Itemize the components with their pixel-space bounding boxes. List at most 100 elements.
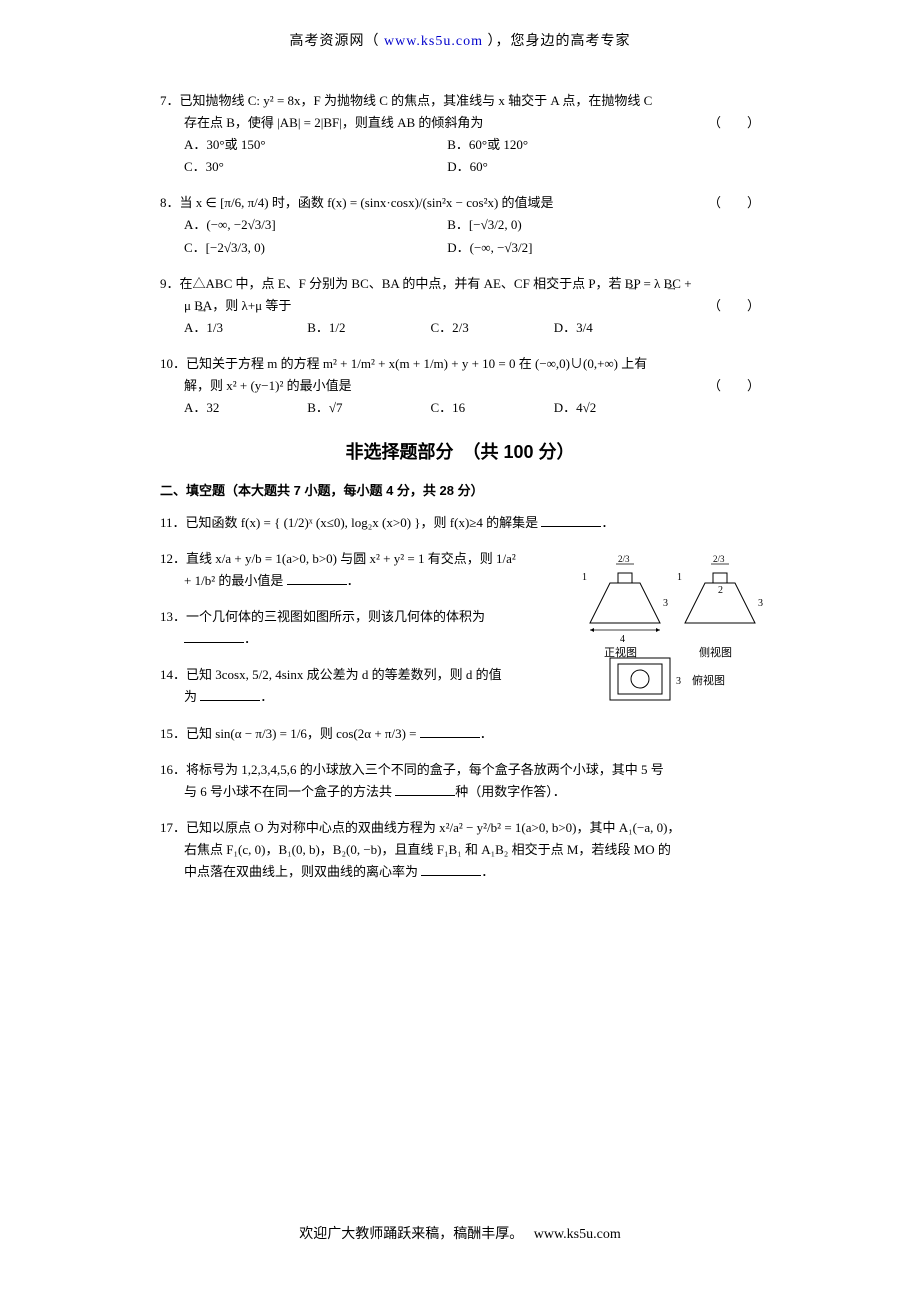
q12-line1: 直线 x/a + y/b = 1(a>0, b>0) 与圆 x² + y² = … bbox=[186, 551, 516, 566]
option-a: A．30°或 150° bbox=[184, 134, 444, 156]
qnum: 12． bbox=[160, 551, 186, 566]
option-a: A．1/3 bbox=[184, 317, 304, 339]
option-d: D．3/4 bbox=[554, 317, 674, 339]
three-view-diagram: 2/3 1 3 4 正视图 2/3 bbox=[580, 548, 770, 708]
header-pre: 高考资源网（ bbox=[290, 34, 380, 49]
option-b: B．√7 bbox=[307, 397, 427, 419]
dim-top-r: 2/3 bbox=[713, 554, 725, 564]
suffix: 种（用数字作答）． bbox=[455, 784, 566, 799]
option-b: B．[−√3/2, 0) bbox=[447, 214, 707, 236]
q7-line2: 存在点 B，使得 |AB| = 2|BF|，则直线 AB 的倾斜角为 bbox=[184, 115, 483, 130]
question-10: 10．已知关于方程 m 的方程 m² + 1/m² + x(m + 1/m) +… bbox=[160, 353, 760, 419]
question-15: 15．已知 sin(α − π/3) = 1/6，则 cos(2α + π/3)… bbox=[160, 723, 760, 745]
question-9: 9．在△ABC 中，点 E、F 分别为 BC、BA 的中点，并有 AE、CF 相… bbox=[160, 273, 760, 339]
label-side: 侧视图 bbox=[699, 645, 732, 659]
q17-line3: 中点落在双曲线上，则双曲线的离心率为 bbox=[184, 864, 418, 879]
dim-4: 4 bbox=[620, 634, 625, 645]
dim-3: 3 bbox=[663, 598, 668, 609]
fill-blank bbox=[184, 629, 244, 643]
q9-line2: μ B͢A，则 λ+μ 等于 bbox=[184, 298, 291, 313]
option-d: D．(−∞, −√3/2] bbox=[447, 237, 707, 259]
answer-paren: （ ） bbox=[708, 375, 760, 397]
page-footer: 欢迎广大教师踊跃来稿，稿酬丰厚。 www.ks5u.com bbox=[60, 1223, 860, 1243]
option-c: C．16 bbox=[431, 397, 551, 419]
option-b: B．1/2 bbox=[307, 317, 427, 339]
suffix: ． bbox=[480, 726, 493, 741]
qnum: 16． bbox=[160, 762, 186, 777]
footer-url: www.ks5u.com bbox=[534, 1227, 621, 1242]
q15-line1: 已知 sin(α − π/3) = 1/6，则 cos(2α + π/3) = bbox=[186, 726, 416, 741]
q13-line1: 一个几何体的三视图如图所示，则该几何体的体积为 bbox=[186, 609, 485, 624]
option-c: C．2/3 bbox=[431, 317, 551, 339]
option-d: D．4√2 bbox=[554, 397, 674, 419]
page: 高考资源网（ www.ks5u.com ），您身边的高考专家 7．已知抛物线 C… bbox=[0, 0, 920, 1283]
suffix: ． bbox=[260, 689, 273, 704]
three-view-svg: 2/3 1 3 4 正视图 2/3 bbox=[580, 548, 770, 708]
qnum: 11． bbox=[160, 515, 186, 530]
q11-line1: 已知函数 f(x) = { (1/2)ˣ (x≤0), log₂x (x>0) … bbox=[186, 515, 539, 530]
q12-line2: + 1/b² 的最小值是 bbox=[184, 573, 283, 588]
qnum: 17． bbox=[160, 820, 186, 835]
qnum: 13． bbox=[160, 609, 186, 624]
suffix: ． bbox=[244, 631, 257, 646]
question-17: 17．已知以原点 O 为对称中心点的双曲线方程为 x²/a² − y²/b² =… bbox=[160, 817, 760, 883]
qnum: 9． bbox=[160, 276, 180, 291]
section-title: 非选择题部分 （共 100 分） bbox=[160, 437, 760, 468]
fill-blank bbox=[200, 687, 260, 701]
option-c: C．30° bbox=[184, 156, 444, 178]
diagram-block: 2/3 1 3 4 正视图 2/3 bbox=[160, 548, 760, 709]
q14-line1: 已知 3cosx, 5/2, 4sinx 成公差为 d 的等差数列，则 d 的值 bbox=[186, 667, 502, 682]
option-b: B．60°或 120° bbox=[447, 134, 707, 156]
label-top: 俯视图 bbox=[692, 673, 725, 687]
dim-1: 1 bbox=[582, 572, 587, 583]
page-header: 高考资源网（ www.ks5u.com ），您身边的高考专家 bbox=[60, 30, 860, 50]
qnum: 8． bbox=[160, 195, 180, 210]
q9-line1: 在△ABC 中，点 E、F 分别为 BC、BA 的中点，并有 AE、CF 相交于… bbox=[180, 276, 692, 291]
suffix: ． bbox=[601, 515, 614, 530]
dim-2: 2 bbox=[718, 585, 723, 596]
fill-blank bbox=[421, 862, 481, 876]
suffix: ． bbox=[481, 864, 494, 879]
fill-blank bbox=[395, 782, 455, 796]
option-a: A．(−∞, −2√3/3] bbox=[184, 214, 444, 236]
suffix: ． bbox=[347, 573, 360, 588]
q16-line2: 与 6 号小球不在同一个盒子的方法共 bbox=[184, 784, 392, 799]
fill-blank bbox=[420, 724, 480, 738]
question-13: 13．一个几何体的三视图如图所示，则该几何体的体积为 ． bbox=[160, 606, 560, 650]
footer-text: 欢迎广大教师踊跃来稿，稿酬丰厚。 bbox=[299, 1227, 530, 1242]
answer-paren: （ ） bbox=[708, 295, 760, 317]
q14-line2: 为 bbox=[184, 689, 197, 704]
question-11: 11．已知函数 f(x) = { (1/2)ˣ (x≤0), log₂x (x>… bbox=[160, 512, 760, 534]
answer-paren: （ ） bbox=[708, 112, 760, 134]
qnum: 10． bbox=[160, 356, 186, 371]
label-front: 正视图 bbox=[604, 645, 637, 659]
question-8: 8．当 x ∈ [π/6, π/4) 时，函数 f(x) = (sinx·cos… bbox=[160, 192, 760, 258]
header-url: www.ks5u.com bbox=[384, 34, 483, 49]
qnum: 15． bbox=[160, 726, 186, 741]
q7-line1: 已知抛物线 C: y² = 8x，F 为抛物线 C 的焦点，其准线与 x 轴交于… bbox=[180, 93, 653, 108]
question-14: 14．已知 3cosx, 5/2, 4sinx 成公差为 d 的等差数列，则 d… bbox=[160, 664, 560, 708]
option-c: C．[−2√3/3, 0) bbox=[184, 237, 444, 259]
dim-top: 2/3 bbox=[618, 554, 630, 564]
option-d: D．60° bbox=[447, 156, 707, 178]
q10-line1: 已知关于方程 m 的方程 m² + 1/m² + x(m + 1/m) + y … bbox=[186, 356, 647, 371]
q10-line2: 解，则 x² + (y−1)² 的最小值是 bbox=[184, 378, 352, 393]
qnum: 7． bbox=[160, 93, 180, 108]
fill-blank bbox=[541, 513, 601, 527]
question-12: 12．直线 x/a + y/b = 1(a>0, b>0) 与圆 x² + y²… bbox=[160, 548, 560, 592]
q17-line2: 右焦点 F₁(c, 0)，B₁(0, b)，B₂(0, −b)，且直线 F₁B₁… bbox=[184, 842, 671, 857]
q17-line1: 已知以原点 O 为对称中心点的双曲线方程为 x²/a² − y²/b² = 1(… bbox=[186, 820, 680, 835]
dim-3-t: 3 bbox=[676, 676, 681, 687]
q16-line1: 将标号为 1,2,3,4,5,6 的小球放入三个不同的盒子，每个盒子各放两个小球… bbox=[186, 762, 664, 777]
option-a: A．32 bbox=[184, 397, 304, 419]
question-7: 7．已知抛物线 C: y² = 8x，F 为抛物线 C 的焦点，其准线与 x 轴… bbox=[160, 90, 760, 178]
answer-paren: （ ） bbox=[732, 192, 760, 214]
fill-blank bbox=[287, 571, 347, 585]
question-16: 16．将标号为 1,2,3,4,5,6 的小球放入三个不同的盒子，每个盒子各放两… bbox=[160, 759, 760, 803]
content-area: 7．已知抛物线 C: y² = 8x，F 为抛物线 C 的焦点，其准线与 x 轴… bbox=[160, 90, 760, 883]
header-post: ），您身边的高考专家 bbox=[487, 34, 630, 49]
qnum: 14． bbox=[160, 667, 186, 682]
dim-3-r: 3 bbox=[758, 598, 763, 609]
subsection-heading: 二、填空题（本大题共 7 小题，每小题 4 分，共 28 分） bbox=[160, 480, 760, 502]
dim-1-r: 1 bbox=[677, 572, 682, 583]
